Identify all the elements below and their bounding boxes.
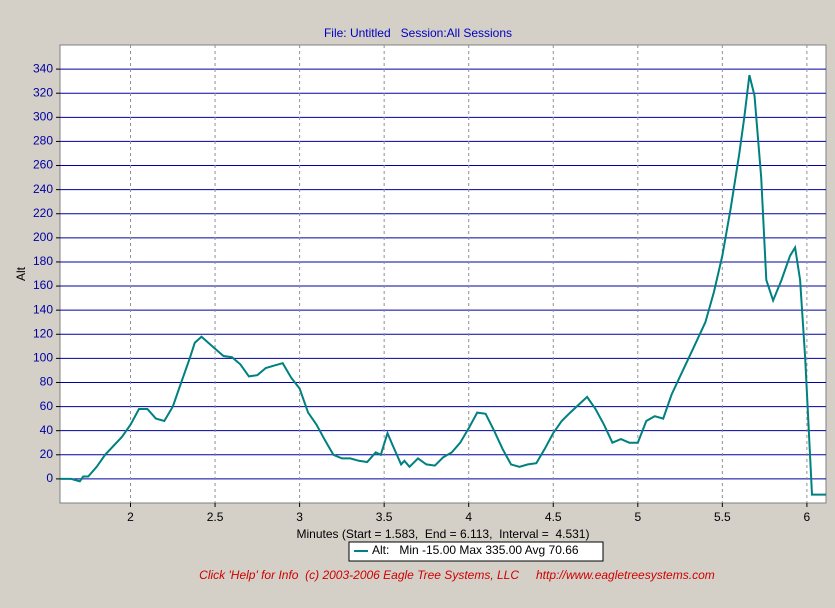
y-tick-label: 320 xyxy=(33,85,53,99)
y-tick-label: 140 xyxy=(33,302,53,316)
x-tick-label: 6 xyxy=(804,510,811,524)
footer: Click 'Help' for Info (c) 2003-2006 Eagl… xyxy=(199,568,519,582)
y-tick-label: 120 xyxy=(33,326,53,340)
x-axis-label: Minutes (Start = 1.583, End = 6.113, Int… xyxy=(297,527,590,541)
y-tick-label: 260 xyxy=(33,158,53,172)
y-tick-label: 60 xyxy=(40,399,54,413)
y-tick-label: 0 xyxy=(46,471,53,485)
legend-label: Alt: Min -15.00 Max 335.00 Avg 70.66 xyxy=(372,543,579,557)
y-tick-label: 80 xyxy=(40,375,54,389)
y-axis-label: Alt xyxy=(14,266,28,281)
x-tick-label: 3.5 xyxy=(376,510,393,524)
x-tick-label: 5.5 xyxy=(714,510,731,524)
y-tick-label: 40 xyxy=(40,423,54,437)
y-tick-label: 340 xyxy=(33,61,53,75)
x-tick-label: 4.5 xyxy=(545,510,562,524)
data-line xyxy=(60,74,826,496)
x-tick-label: 4 xyxy=(465,510,472,524)
y-tick-label: 240 xyxy=(33,182,53,196)
x-tick-label: 2.5 xyxy=(207,510,224,524)
y-tick-label: 180 xyxy=(33,254,53,268)
x-tick-label: 5 xyxy=(634,510,641,524)
x-tick-label: 2 xyxy=(127,510,134,524)
plot-area xyxy=(59,44,827,504)
y-tick-label: 160 xyxy=(33,278,53,292)
y-tick-label: 220 xyxy=(33,206,53,220)
footer-url: http://www.eagletreesystems.com xyxy=(536,568,715,582)
y-tick-label: 100 xyxy=(33,351,53,365)
chart-title: File: Untitled Session:All Sessions xyxy=(324,26,512,40)
legend-box xyxy=(348,541,604,562)
y-tick-label: 200 xyxy=(33,230,53,244)
x-tick-label: 3 xyxy=(296,510,303,524)
y-tick-label: 300 xyxy=(33,109,53,123)
y-tick-label: 20 xyxy=(40,447,54,461)
y-tick-label: 280 xyxy=(33,134,53,148)
